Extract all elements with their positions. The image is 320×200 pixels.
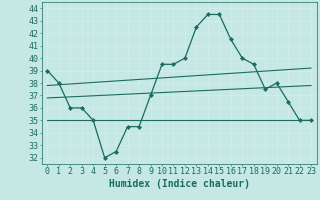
X-axis label: Humidex (Indice chaleur): Humidex (Indice chaleur): [109, 179, 250, 189]
